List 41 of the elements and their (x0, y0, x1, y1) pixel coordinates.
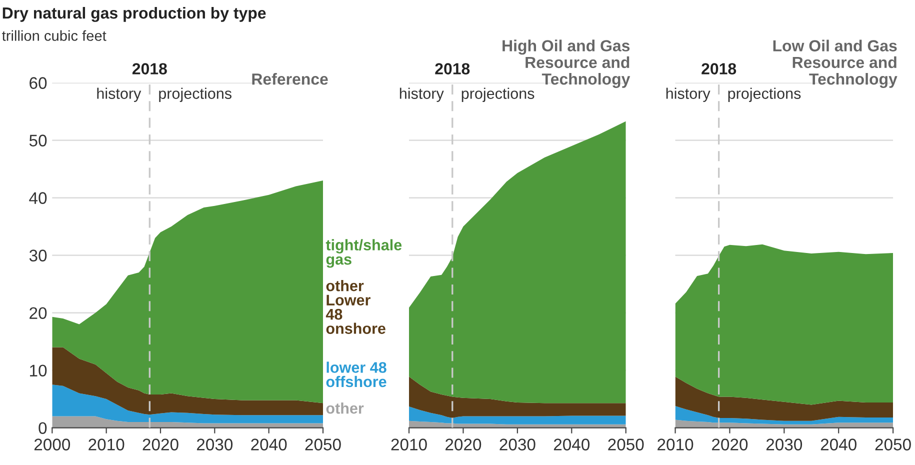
x-tick-label: 2050 (305, 438, 341, 450)
y-tick-label: 40 (29, 192, 47, 204)
annotation: history (97, 88, 142, 102)
x-tick-label: 2010 (88, 438, 124, 450)
y-tick-label: 50 (29, 134, 47, 146)
x-tick-label: 2030 (500, 438, 536, 450)
ref-line-label: 2018 (702, 63, 736, 74)
x-tick-label: 2030 (196, 438, 233, 450)
annotation: projections (159, 88, 232, 102)
y-tick-label: 10 (30, 364, 47, 376)
chart-subtitle: Low Oil and Gas Resource and Technology (773, 40, 898, 88)
series-label: other (326, 402, 364, 414)
x-tick-label: 2030 (766, 438, 802, 450)
chart-subtitle: High Oil and Gas Resource and Technology (502, 40, 630, 88)
y-tick-label: 20 (30, 307, 47, 319)
series-label: tight/shale gas (326, 239, 402, 268)
x-tick-label: 2020 (446, 438, 482, 450)
series-label: lower 48 offshore (326, 362, 386, 388)
y-tick-label: 60 (30, 77, 47, 89)
annotation: history (400, 88, 444, 102)
chart-subtitle: Reference (252, 73, 328, 85)
ref-line-label: 2018 (435, 63, 470, 74)
annotation: projections (728, 88, 801, 102)
text: other Lower 48 onshore (326, 280, 386, 334)
x-tick-label: 2050 (875, 438, 911, 450)
x-tick-label: 2020 (142, 438, 178, 450)
y-tick-label: 0 (38, 422, 47, 434)
y-tick-label: 30 (29, 250, 47, 262)
annotation: history (666, 88, 710, 102)
x-tick-label: 2010 (658, 438, 694, 450)
x-tick-label: 2040 (554, 438, 590, 450)
x-tick-label: 2040 (251, 438, 287, 450)
ref-line-label: 2018 (132, 63, 167, 74)
x-tick-label: 2040 (820, 438, 856, 450)
chart-title: Dry natural gas production by type (2, 6, 266, 22)
x-tick-label: 2050 (608, 438, 644, 450)
y-axis-title: trillion cubic feet (2, 30, 106, 41)
x-tick-label: 2010 (391, 438, 427, 450)
annotation: projections (462, 88, 534, 102)
x-tick-label: 2020 (712, 438, 748, 450)
x-tick-label: 2000 (34, 438, 70, 450)
